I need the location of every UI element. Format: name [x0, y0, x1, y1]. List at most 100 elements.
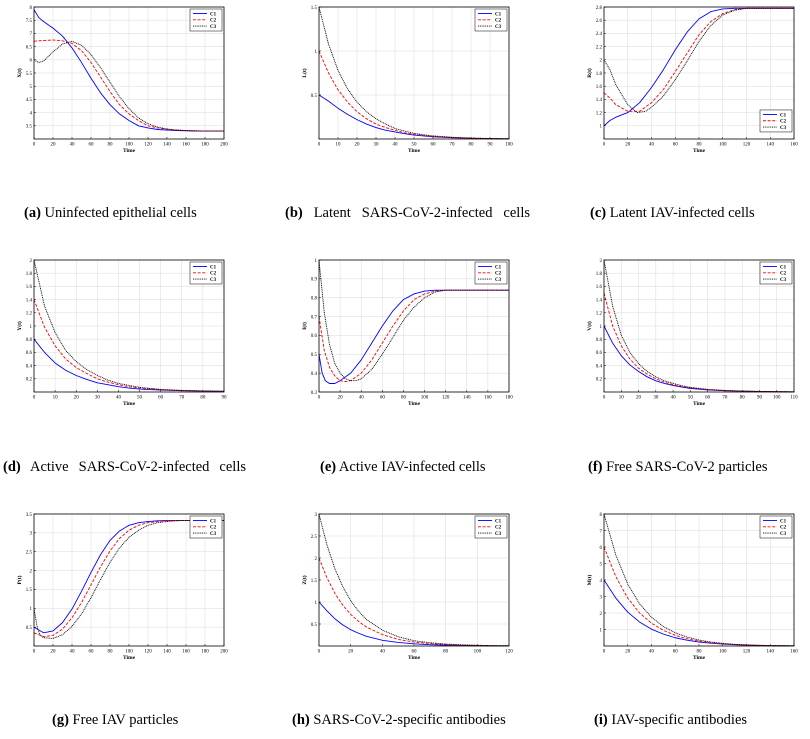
y-tick-label-b: 1.5	[311, 6, 318, 11]
x-tick-label-e: 60	[380, 396, 386, 401]
x-tick-label-b: 40	[393, 143, 399, 148]
legend-label-h-C3: C3	[495, 532, 502, 537]
x-axis-label-e: Time	[408, 401, 421, 407]
legend-label-f-C2: C2	[780, 272, 787, 277]
x-tick-label-b: 80	[469, 143, 475, 148]
series-line-d-C3	[33, 259, 225, 392]
x-tick-label-f: 80	[740, 396, 746, 401]
x-axis-label-d: Time	[123, 401, 136, 407]
legend-label-g-C1: C1	[210, 519, 217, 524]
x-tick-label-c: 160	[790, 143, 798, 148]
legend-box-b	[474, 8, 508, 32]
y-tick-label-a: 8	[30, 6, 33, 11]
caption-h-text: SARS-CoV-2-specific antibodies	[313, 712, 506, 728]
x-tick-label-d: 40	[116, 396, 122, 401]
y-tick-label-f: 2	[600, 259, 603, 264]
x-tick-label-f: 110	[790, 396, 798, 401]
caption-f-label: (f)	[588, 459, 603, 475]
y-tick-label-a: 6	[30, 59, 33, 64]
series-line-i-C2	[603, 546, 795, 647]
y-tick-label-c: 2.2	[596, 45, 603, 50]
y-axis-label-i: M(t)	[586, 574, 593, 585]
chart-f: 0 10 20 30 40 50 60 70 80 90 100 110 0.2 0.4 0.6 0.8 1 1.…	[586, 259, 798, 407]
y-tick-label-i: 6	[600, 546, 603, 551]
x-tick-label-e: 100	[421, 396, 429, 401]
x-tick-label-a: 60	[89, 143, 95, 148]
x-tick-label-f: 50	[688, 396, 694, 401]
caption-a: (a) Uninfected epithelial cells	[24, 200, 239, 226]
y-tick-label-b: 1	[315, 50, 318, 55]
x-tick-label-b: 70	[450, 143, 456, 148]
x-tick-label-h: 60	[412, 650, 418, 655]
x-tick-label-f: 20	[636, 396, 642, 401]
y-tick-label-f: 0.8	[596, 338, 603, 343]
y-tick-label-b: 0.5	[311, 94, 318, 99]
x-tick-label-e: 140	[463, 396, 471, 401]
y-tick-label-e: 0.4	[311, 372, 318, 377]
x-tick-label-i: 0	[603, 650, 606, 655]
chart-panel-b: 0 10 20 30 40 50 60 70 80 90 100 0.5 1 1.5 Time L(t) C1 C…	[295, 4, 513, 164]
y-tick-label-h: 1.5	[311, 579, 318, 584]
legend-box-i	[759, 515, 793, 539]
caption-f-text: Free SARS-CoV-2 particles	[606, 459, 768, 475]
y-tick-label-g: 3	[30, 532, 33, 537]
caption-g: (g) Free IAV particles	[52, 707, 267, 733]
x-tick-label-c: 100	[719, 143, 727, 148]
x-tick-label-a: 160	[182, 143, 190, 148]
x-tick-label-h: 20	[348, 650, 354, 655]
y-tick-label-f: 1.6	[596, 285, 603, 290]
legend-label-c-C3: C3	[780, 126, 787, 131]
y-tick-label-h: 0.5	[311, 623, 318, 628]
x-tick-label-a: 200	[220, 143, 228, 148]
chart-panel-i: 0 20 40 60 80 100 120 140 160 1 2 3 4 5 6 7 8 Time M(t) C1 C…	[580, 511, 798, 671]
y-axis-label-g: P(t)	[16, 575, 23, 584]
caption-b-label: (b)	[285, 205, 303, 221]
series-line-e-C1	[318, 289, 509, 384]
y-axis-label-f: V(t)	[586, 321, 593, 331]
y-tick-label-f: 0.4	[596, 364, 603, 369]
x-tick-label-e: 80	[401, 396, 407, 401]
caption-d-label: (d)	[3, 459, 21, 475]
x-tick-label-g: 40	[70, 650, 76, 655]
y-tick-label-a: 4.5	[26, 98, 33, 103]
y-tick-label-f: 1.8	[596, 272, 603, 277]
x-tick-label-d: 0	[33, 396, 36, 401]
y-axis-label-c: R(t)	[586, 68, 593, 78]
legend-label-d-C3: C3	[210, 278, 217, 283]
y-tick-label-i: 4	[600, 579, 603, 584]
x-tick-label-c: 60	[673, 143, 679, 148]
x-axis-label-b: Time	[408, 148, 421, 154]
legend-label-i-C1: C1	[780, 519, 787, 524]
series-line-f-C1	[603, 325, 795, 393]
x-tick-label-c: 0	[603, 143, 606, 148]
x-tick-label-d: 30	[95, 396, 101, 401]
legend-label-d-C1: C1	[210, 265, 217, 270]
legend-label-i-C2: C2	[780, 526, 787, 531]
legend-box-f	[759, 261, 793, 285]
y-tick-label-f: 0.2	[596, 378, 603, 383]
x-tick-label-i: 20	[625, 650, 631, 655]
y-tick-label-d: 2	[30, 259, 33, 264]
caption-h-label: (h)	[292, 712, 310, 728]
series-line-e-C3	[318, 259, 509, 382]
y-tick-label-c: 2.4	[596, 32, 603, 37]
legend-label-d-C2: C2	[210, 272, 217, 277]
x-tick-label-f: 60	[705, 396, 711, 401]
caption-c-text: Latent IAV-infected cells	[609, 205, 755, 221]
legend-label-b-C3: C3	[495, 25, 502, 30]
x-tick-label-b: 20	[355, 143, 361, 148]
x-tick-label-c: 20	[625, 143, 631, 148]
x-tick-label-f: 100	[773, 396, 781, 401]
y-tick-label-e: 0.6	[311, 334, 318, 339]
x-tick-label-g: 180	[201, 650, 209, 655]
y-tick-label-i: 8	[600, 513, 603, 518]
x-tick-label-g: 80	[108, 650, 114, 655]
legend-box-h	[474, 515, 508, 539]
x-tick-label-d: 60	[158, 396, 164, 401]
x-tick-label-f: 10	[619, 396, 625, 401]
caption-h: (h) SARS-CoV-2-specific antibodies	[292, 707, 542, 733]
series-line-d-C1	[33, 338, 225, 392]
